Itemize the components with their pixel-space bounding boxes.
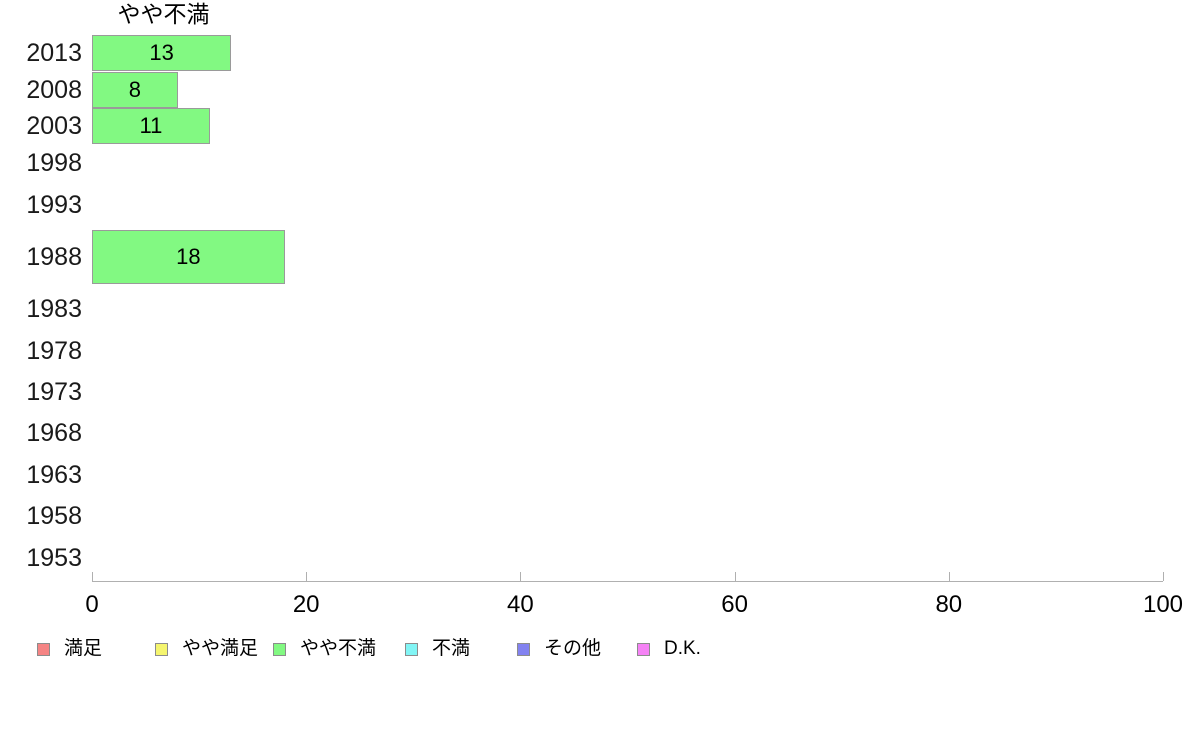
bar[interactable]: 8 — [92, 72, 178, 108]
bar[interactable]: 11 — [92, 108, 210, 144]
bar-value-label: 8 — [128, 77, 141, 102]
category-label: 1968 — [26, 419, 82, 447]
bar-value-label: 13 — [149, 40, 174, 65]
x-axis-tick-label: 20 — [292, 591, 320, 618]
x-axis-tick — [734, 572, 736, 581]
legend-color-swatch — [637, 642, 650, 656]
category-label: 1988 — [26, 243, 82, 271]
x-axis-tick-label: 60 — [721, 591, 748, 618]
legend-item[interactable]: D.K. — [637, 636, 701, 662]
legend-label: 満足 — [64, 638, 103, 659]
x-axis-tick-label: 40 — [507, 591, 534, 618]
legend-label: やや満足 — [182, 638, 259, 659]
bar-value-label: 11 — [139, 113, 163, 138]
bar-value-label: 18 — [176, 244, 201, 269]
category-label: 1963 — [26, 461, 82, 489]
x-axis-tick — [306, 572, 308, 581]
category-label: 1978 — [26, 337, 82, 365]
legend-item[interactable]: その他 — [517, 636, 601, 662]
category-label: 2003 — [26, 112, 82, 140]
x-axis-line — [92, 581, 1163, 582]
legend-color-swatch — [405, 642, 418, 656]
legend-label: その他 — [544, 638, 602, 659]
x-axis-tick — [520, 572, 522, 581]
bar[interactable]: 13 — [92, 35, 232, 71]
legend-item[interactable]: 不満 — [405, 636, 470, 662]
legend: 満足 やや満足 やや不満 不満 その他 D.K. — [0, 636, 1188, 662]
x-axis-tick — [948, 572, 950, 581]
category-label: 1983 — [26, 295, 82, 323]
category-label: 1998 — [26, 149, 82, 177]
x-axis-tick — [92, 572, 93, 581]
legend-color-swatch — [273, 642, 286, 656]
category-label: 2013 — [26, 39, 82, 67]
category-label: 1953 — [26, 544, 82, 572]
legend-color-swatch — [517, 642, 530, 656]
plot-area: 13 8 11 18 — [92, 30, 1163, 581]
x-axis-tick-label: 100 — [1142, 591, 1184, 618]
x-axis-tick-label: 0 — [85, 591, 99, 618]
legend-item[interactable]: やや満足 — [155, 636, 258, 662]
legend-item[interactable]: やや不満 — [273, 636, 376, 662]
chart-title: やや不満 — [117, 1, 210, 27]
legend-label: 不満 — [432, 638, 471, 659]
x-axis-tick — [1163, 572, 1164, 581]
category-label: 1973 — [26, 378, 82, 406]
legend-item[interactable]: 満足 — [37, 636, 102, 662]
category-label: 1958 — [26, 502, 82, 530]
category-label: 1993 — [26, 191, 82, 219]
legend-label: D.K. — [664, 638, 701, 659]
bar[interactable]: 18 — [92, 230, 285, 284]
x-axis-tick-label: 80 — [935, 591, 963, 618]
legend-label: やや不満 — [300, 638, 377, 659]
legend-color-swatch — [155, 642, 168, 656]
category-label: 2008 — [26, 76, 82, 104]
legend-color-swatch — [37, 642, 50, 656]
